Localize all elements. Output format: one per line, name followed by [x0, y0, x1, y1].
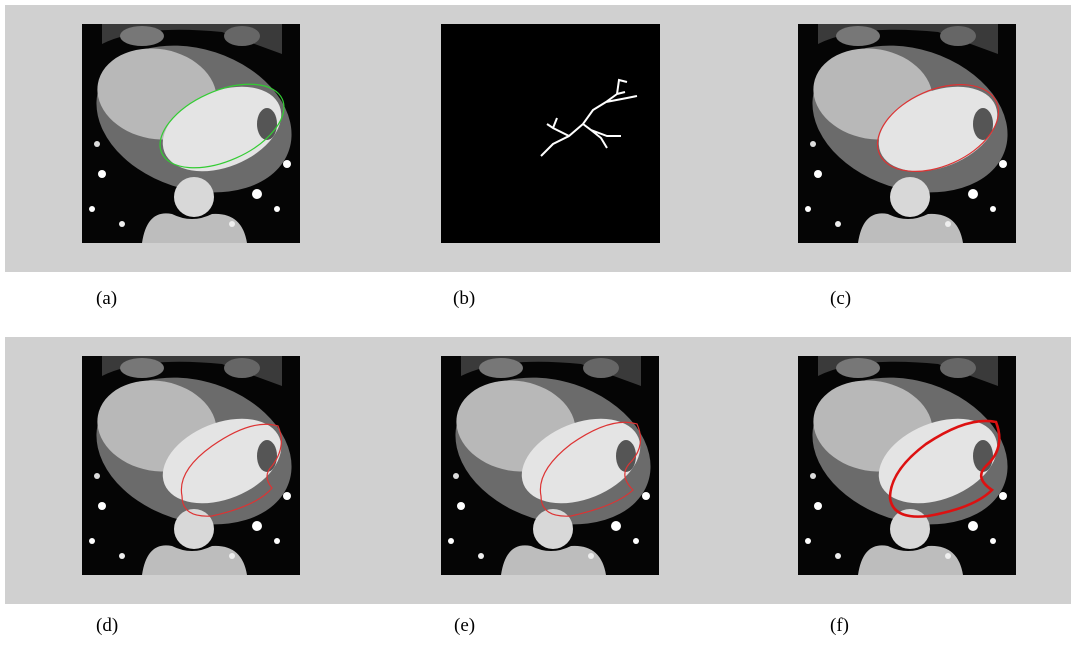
panel-label: (f)	[830, 615, 849, 636]
image-c	[793, 22, 1026, 243]
image-f	[793, 354, 1026, 575]
panel-label: (d)	[96, 615, 118, 636]
panel-label: (e)	[454, 615, 475, 636]
panel-label: (b)	[453, 288, 475, 309]
figure: (a) (b) (c) (d) (e) (f)	[0, 0, 1071, 660]
image-e	[436, 354, 669, 575]
image-a	[77, 22, 310, 243]
panel-label: (a)	[96, 288, 117, 309]
row-2: (d) (e) (f)	[5, 337, 1071, 636]
image-d	[77, 354, 310, 575]
row-1: (a) (b) (c)	[5, 5, 1071, 309]
image-b	[441, 24, 660, 243]
panel-label: (c)	[830, 288, 851, 309]
